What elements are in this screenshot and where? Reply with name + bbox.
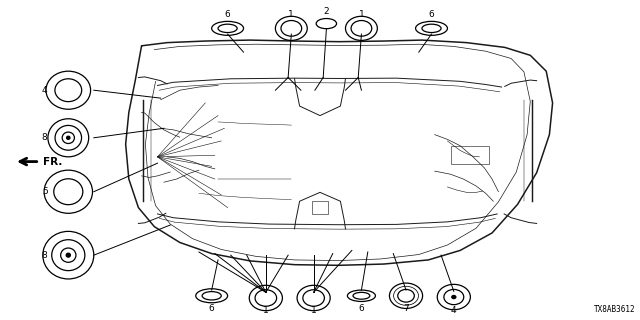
Text: 7: 7: [403, 304, 409, 313]
Ellipse shape: [452, 295, 456, 299]
Text: 5: 5: [42, 187, 47, 196]
Text: 1: 1: [263, 306, 269, 315]
Text: 1: 1: [311, 306, 317, 315]
Text: 1: 1: [358, 10, 364, 19]
Ellipse shape: [67, 253, 70, 257]
Ellipse shape: [67, 136, 70, 139]
Text: 8: 8: [42, 251, 47, 260]
Text: 6: 6: [429, 10, 435, 19]
Text: 1: 1: [289, 10, 294, 19]
Text: 8: 8: [42, 133, 47, 142]
Text: 6: 6: [209, 304, 214, 313]
Text: 4: 4: [42, 86, 47, 95]
Text: 4: 4: [451, 306, 456, 315]
Text: 6: 6: [225, 10, 230, 19]
Text: TX8AB3612: TX8AB3612: [594, 305, 636, 314]
Text: FR.: FR.: [43, 156, 62, 167]
Text: 6: 6: [358, 304, 364, 313]
Text: 2: 2: [324, 7, 329, 16]
